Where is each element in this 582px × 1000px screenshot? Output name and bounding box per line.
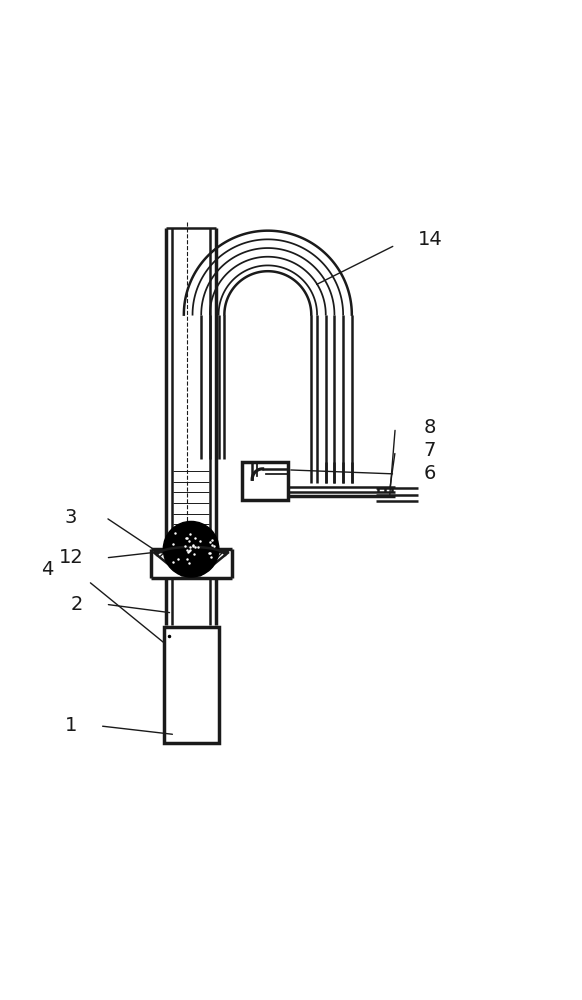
Text: 4: 4	[41, 560, 54, 579]
Text: 8: 8	[424, 418, 436, 437]
Text: 7: 7	[424, 441, 436, 460]
Bar	[164, 627, 219, 743]
Bar	[242, 462, 288, 500]
Text: 12: 12	[59, 548, 83, 567]
Polygon shape	[154, 552, 229, 575]
Text: 2: 2	[70, 595, 83, 614]
Circle shape	[164, 521, 219, 577]
Text: 3: 3	[65, 508, 77, 527]
Text: 6: 6	[424, 464, 436, 483]
Text: 1: 1	[65, 716, 77, 735]
Text: 14: 14	[418, 230, 442, 249]
